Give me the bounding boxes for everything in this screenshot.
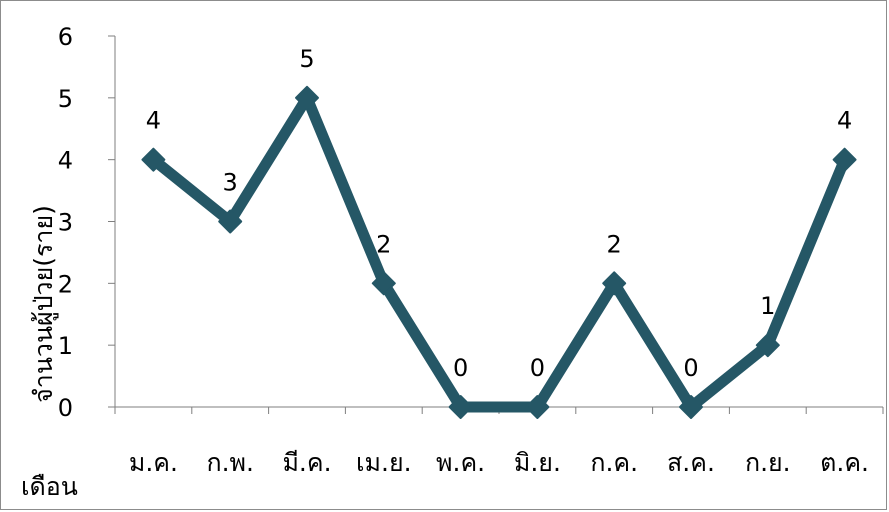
x-tick-label: พ.ค. — [436, 448, 485, 477]
x-tick-label: มี.ค. — [282, 448, 331, 477]
data-label: 4 — [837, 107, 852, 135]
data-label: 0 — [683, 354, 698, 382]
data-label: 0 — [530, 354, 545, 382]
y-tick-label: 1 — [58, 332, 73, 360]
labels: 4 3 5 2 0 0 2 0 1 4 — [146, 45, 852, 382]
x-axis-title: เดือน — [21, 472, 78, 501]
data-point — [832, 147, 857, 172]
y-tick-label: 6 — [58, 23, 73, 51]
x-ticks: ม.ค. ก.พ. มี.ค. เม.ย. พ.ค. มิ.ย. ก.ค. ส.ค. ก.ย. ต… — [114, 407, 884, 477]
data-point — [218, 209, 243, 234]
data-point — [679, 395, 703, 419]
data-label: 4 — [146, 107, 161, 135]
data-label: 2 — [376, 230, 391, 258]
x-tick-label: ส.ค. — [667, 448, 715, 477]
x-tick-label: ก.ย. — [745, 448, 791, 477]
data-point — [448, 395, 473, 419]
data-label: 5 — [299, 45, 314, 73]
y-tick-label: 5 — [58, 85, 73, 113]
x-tick-label: ต.ค. — [820, 448, 869, 477]
data-label: 1 — [760, 292, 775, 320]
y-axis-title: จำนวนผู้ป่วย(ราย) — [29, 205, 59, 403]
data-label: 3 — [223, 169, 238, 197]
y-tick-label: 2 — [58, 270, 73, 298]
x-tick-label: เม.ย. — [356, 448, 412, 477]
x-tick-label: มิ.ย. — [514, 448, 561, 477]
series-line — [147, 92, 851, 413]
data-point — [141, 147, 166, 172]
y-tick-label: 3 — [58, 209, 73, 237]
data-point — [371, 271, 396, 296]
data-label: 2 — [607, 230, 622, 258]
data-point — [525, 395, 550, 419]
y-tick-label: 4 — [58, 147, 73, 175]
data-label: 0 — [453, 354, 468, 382]
data-point — [602, 271, 627, 296]
data-point — [295, 85, 319, 110]
y-ticks: 0 1 2 3 4 5 6 — [58, 23, 115, 422]
series — [141, 85, 857, 419]
data-point — [755, 333, 780, 358]
axes: 0 1 2 3 4 5 6 ม.ค. ก.พ. มี.ค. เม.ย. พ.ค. มิ.ย. ก.ค. ส… — [58, 23, 884, 477]
y-tick-label: 0 — [58, 394, 73, 422]
x-tick-label: ก.พ. — [206, 448, 254, 477]
x-tick-label: ก.ค. — [590, 448, 638, 477]
x-tick-label: ม.ค. — [129, 448, 178, 477]
